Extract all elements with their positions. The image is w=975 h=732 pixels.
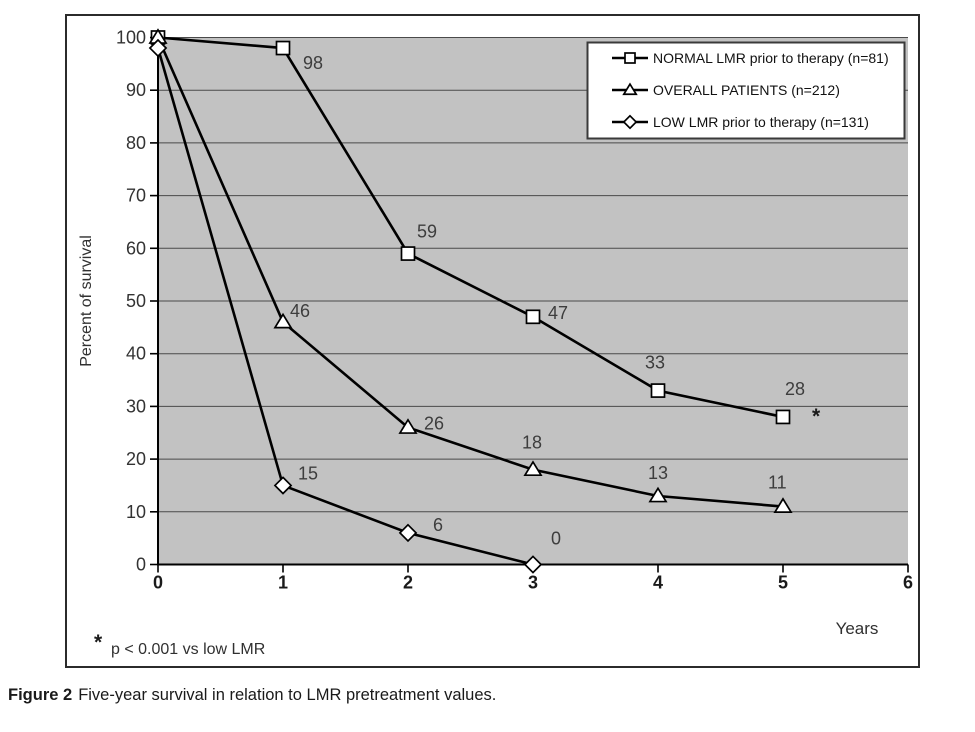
y-tick-label: 0 <box>136 555 146 575</box>
triangle-marker-icon <box>648 486 668 503</box>
figure-panel: 0 10 20 30 40 50 60 70 80 90 100 0 1 2 3 4 5 6 98 59 47 33 28 *… <box>65 14 920 668</box>
triangle-marker-icon <box>773 497 793 513</box>
data-label: 15 <box>298 463 318 483</box>
y-tick-label: 40 <box>126 344 146 364</box>
diamond-marker-icon <box>523 555 543 574</box>
data-label: 11 <box>768 473 787 493</box>
legend-item: NORMAL LMR prior to therapy (n=81) <box>612 50 889 66</box>
data-label: 46 <box>290 301 310 321</box>
series-triangle: 46 26 18 13 11 <box>148 28 793 513</box>
triangle-marker-icon <box>273 312 293 329</box>
triangle-marker-icon <box>523 460 543 477</box>
gridlines <box>158 37 908 513</box>
square-marker-icon <box>650 383 666 398</box>
square-marker-icon <box>275 40 291 56</box>
data-label: 26 <box>424 413 444 433</box>
y-tick-label: 80 <box>126 133 146 153</box>
significance-asterisk: * <box>812 405 821 428</box>
x-tick-label: 6 <box>903 573 913 593</box>
data-label: 98 <box>303 53 323 73</box>
data-label: 28 <box>785 379 805 399</box>
data-label: 18 <box>522 433 542 453</box>
x-tick-label: 5 <box>778 573 788 593</box>
x-tick-label: 0 <box>153 573 163 593</box>
legend-label: LOW LMR prior to therapy (n=131) <box>653 114 869 130</box>
data-label: 0 <box>551 529 561 549</box>
diamond-marker-icon <box>273 476 293 495</box>
x-tick-label: 2 <box>403 573 413 593</box>
x-tick-label: 1 <box>278 573 288 593</box>
y-tick-label: 10 <box>126 502 146 522</box>
legend-label: NORMAL LMR prior to therapy (n=81) <box>653 50 889 66</box>
legend: NORMAL LMR prior to therapy (n=81) OVERAL… <box>586 41 906 140</box>
y-tick-label: 100 <box>116 28 146 48</box>
x-tick-label: 3 <box>528 573 538 593</box>
data-label: 33 <box>645 353 665 373</box>
square-marker-icon <box>624 52 636 64</box>
footnote-text: p < 0.001 vs low LMR <box>111 641 265 658</box>
figure-caption-text: Five-year survival in relation to LMR pr… <box>78 686 497 704</box>
x-axis-title: Years <box>836 619 879 638</box>
series-square: 98 59 47 33 28 * <box>150 30 821 428</box>
data-label: 47 <box>548 303 568 323</box>
legend-label: OVERALL PATIENTS (n=212) <box>653 82 840 98</box>
footnote-asterisk: * <box>94 631 103 654</box>
y-tick-label: 30 <box>126 396 146 416</box>
data-label: 13 <box>648 463 668 483</box>
square-marker-icon <box>525 309 541 325</box>
x-tick-label: 4 <box>653 573 663 593</box>
diamond-marker-icon <box>622 114 638 130</box>
triangle-marker-icon <box>622 82 638 96</box>
data-label: 59 <box>417 222 437 242</box>
diamond-marker-icon <box>148 38 168 58</box>
y-tick-label: 50 <box>126 291 146 311</box>
y-tick-label: 90 <box>126 80 146 100</box>
figure-caption: Figure 2 Five-year survival in relation t… <box>8 686 496 705</box>
legend-item: OVERALL PATIENTS (n=212) <box>612 82 840 98</box>
figure-caption-label: Figure 2 <box>8 686 73 704</box>
square-marker-icon <box>775 409 791 425</box>
legend-item: LOW LMR prior to therapy (n=131) <box>612 114 869 130</box>
data-label: 6 <box>433 515 443 535</box>
y-axis-title: Percent of survival <box>78 235 95 367</box>
square-marker-icon <box>400 246 416 261</box>
triangle-marker-icon <box>398 418 418 434</box>
diamond-marker-icon <box>398 523 418 543</box>
y-tick-label: 60 <box>126 238 146 258</box>
y-tick-label: 20 <box>126 449 146 469</box>
y-tick-label: 70 <box>126 186 146 206</box>
